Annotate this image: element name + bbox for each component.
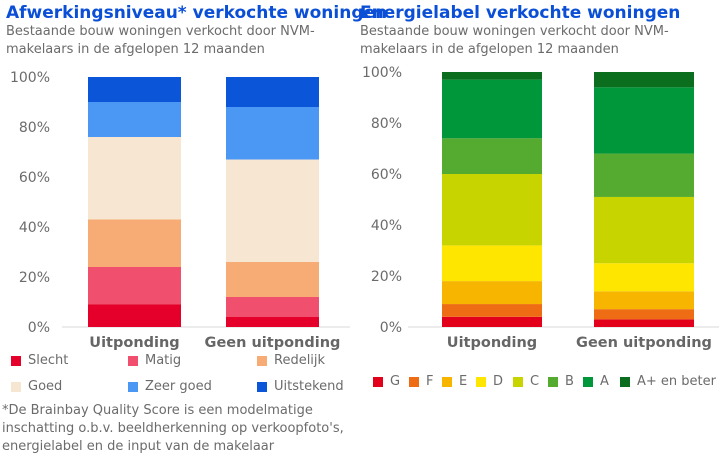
legend-swatch <box>373 376 383 387</box>
bar-segment-e <box>442 281 542 305</box>
y-tick-label: 0% <box>380 320 402 336</box>
bar-segment-matig <box>226 297 319 317</box>
legend-label: A <box>600 374 609 389</box>
bar-segment-e <box>594 291 694 310</box>
legend-label: D <box>493 374 504 389</box>
right-chart-subtitle-line-2: makelaars in de afgelopen 12 maanden <box>360 42 619 57</box>
legend-item-goed: Goed <box>11 379 62 394</box>
y-tick-label: 80% <box>371 116 402 132</box>
bar-segment-goed <box>226 159 319 262</box>
legend-label: A+ en beter <box>637 374 716 389</box>
footnote-line-2: inschatting o.b.v. beeldherkenning op ve… <box>2 421 344 436</box>
legend-swatch <box>11 381 21 392</box>
legend-swatch <box>257 381 267 392</box>
y-tick-label: 40% <box>19 220 50 236</box>
bar-segment-b <box>442 138 542 174</box>
legend-swatch <box>11 355 21 366</box>
legend-item-redelijk: Redelijk <box>257 353 325 368</box>
legend-item-g: G <box>373 374 400 389</box>
legend-item-e: E <box>442 374 467 389</box>
legend-item-a-en-beter: A+ en beter <box>620 374 716 389</box>
bar-segment-redelijk <box>88 219 181 267</box>
bar-segment-zeer-goed <box>88 102 181 137</box>
y-tick-label: 60% <box>19 170 50 186</box>
left-chart-title: Afwerkingsniveau* verkochte woningen <box>6 3 388 23</box>
legend-label: Slecht <box>28 353 69 368</box>
y-tick-label: 100% <box>362 65 402 81</box>
y-tick-label: 40% <box>371 218 402 234</box>
bar-segment-slecht <box>226 317 319 327</box>
legend-item-a: A <box>583 374 609 389</box>
bar-segment-uitstekend <box>88 77 181 102</box>
x-category-label: Uitponding <box>447 335 537 351</box>
bar-segment-matig <box>88 267 181 305</box>
legend-swatch <box>128 381 138 392</box>
bar-segment-g <box>594 319 694 327</box>
bar-segment-a <box>442 79 542 139</box>
x-category-label: Uitponding <box>89 335 179 351</box>
footnote-line-3: energielabel en de input van de makelaar <box>2 439 275 454</box>
bar-segment-redelijk <box>226 262 319 297</box>
bar-segment-b <box>594 153 694 197</box>
legend-label: Zeer goed <box>145 379 212 394</box>
y-tick-label: 0% <box>28 320 50 336</box>
x-category-label: Geen uitponding <box>205 335 341 351</box>
bar-segment-zeer-goed <box>226 107 319 160</box>
right-stacked-bar-chart: 0% 20% 40% 60% 80% 100% Uitponding Geen uitpond… <box>362 65 719 351</box>
footnote-line-1: *De Brainbay Quality Score is een modelm… <box>2 403 313 418</box>
legend-label: Redelijk <box>274 353 326 368</box>
bar-segment-a <box>594 87 694 154</box>
bar-segment-a-en-beter <box>442 72 542 80</box>
legend-item-slecht: Slecht <box>11 353 68 368</box>
legend-label: G <box>390 374 401 389</box>
y-tick-label: 100% <box>10 70 50 86</box>
bar-segment-c <box>594 196 694 264</box>
legend-item-f: F <box>409 374 433 389</box>
legend-swatch <box>583 376 593 387</box>
legend-label: E <box>459 374 468 389</box>
y-tick-label: 80% <box>19 120 50 136</box>
legend-label: B <box>565 374 574 389</box>
legend-item-b: B <box>548 374 574 389</box>
legend-label: F <box>426 374 434 389</box>
right-chart-subtitle-line-1: Bestaande bouw woningen verkocht door NV… <box>360 24 669 39</box>
legend-item-matig: Matig <box>128 353 181 368</box>
legend-item-uitstekend: Uitstekend <box>257 379 344 394</box>
bar-segment-d <box>594 263 694 292</box>
legend-swatch <box>257 355 267 366</box>
bar-segment-c <box>442 174 542 246</box>
legend-swatch <box>442 376 452 387</box>
left-chart-subtitle-line-1: Bestaande bouw woningen verkocht door NV… <box>6 24 315 39</box>
legend-label: Matig <box>145 353 182 368</box>
legend-item-d: D <box>476 374 503 389</box>
legend-swatch <box>128 355 138 366</box>
y-tick-label: 20% <box>371 269 402 285</box>
legend-label: C <box>530 374 540 389</box>
left-chart-subtitle-line-2: makelaars in de afgelopen 12 maanden <box>6 42 265 57</box>
bar-segment-slecht <box>88 304 181 327</box>
legend-swatch <box>513 376 523 387</box>
bar-segment-uitstekend <box>226 77 319 107</box>
legend-swatch <box>409 376 419 387</box>
legend-swatch <box>620 376 630 387</box>
bar-segment-d <box>442 245 542 282</box>
bar-segment-a-en-beter <box>594 72 694 88</box>
legend-swatch <box>476 376 486 387</box>
legend-item-zeer-goed: Zeer goed <box>128 379 212 394</box>
legend-item-c: C <box>513 374 539 389</box>
bar-segment-f <box>442 304 542 317</box>
bar-segment-g <box>442 316 542 327</box>
y-tick-label: 60% <box>371 167 402 183</box>
bar-segment-f <box>594 309 694 320</box>
legend-label: Goed <box>28 379 63 394</box>
right-chart-title: Energielabel verkochte woningen <box>360 3 681 23</box>
bar-segment-goed <box>88 137 181 220</box>
y-tick-label: 20% <box>19 270 50 286</box>
x-category-label: Geen uitponding <box>576 335 712 351</box>
left-stacked-bar-chart: 0% 20% 40% 60% 80% 100% Uitponding Geen uitpond… <box>10 70 350 351</box>
legend-label: Uitstekend <box>274 379 344 394</box>
legend-swatch <box>548 376 558 387</box>
